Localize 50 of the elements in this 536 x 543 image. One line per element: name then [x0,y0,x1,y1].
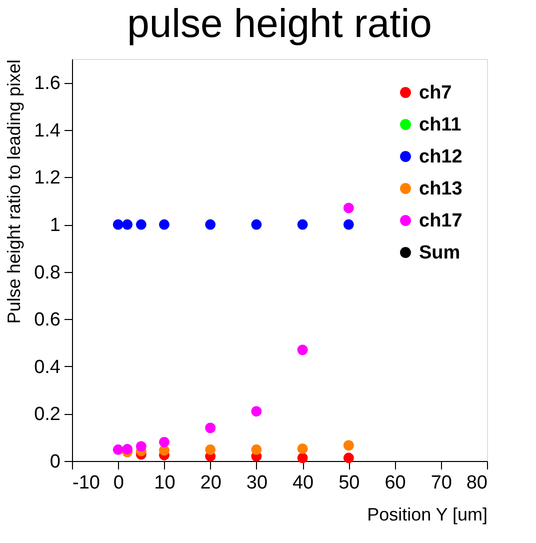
legend-label: Sum [419,242,460,264]
x-tick-label: 10 [154,472,176,494]
point [205,444,216,455]
point [205,422,216,434]
x-tick-label: 50 [338,472,360,494]
y-axis-title: Pulse height ratio to leading pixel [4,60,24,324]
point [158,436,170,448]
y-tick-label: 0.4 [34,356,61,378]
point [122,219,133,230]
point [297,452,308,464]
y-tick-label: 0.2 [34,404,60,426]
point [122,444,133,454]
x-tick-label: 60 [384,472,406,494]
legend-label: ch7 [419,82,452,104]
y-tick-label: 1.2 [34,168,60,189]
y-tick-label: 0.8 [34,262,60,284]
point [297,219,308,230]
point [158,219,170,230]
legend-label: ch12 [419,146,462,168]
point [343,219,354,230]
legend-label: ch11 [419,114,462,136]
point [251,219,262,230]
point [343,202,354,214]
chart-title: pulse height ratio [127,2,432,46]
point [136,219,146,230]
point [136,441,146,452]
point [343,452,354,464]
y-tick-label: 0 [50,452,60,472]
legend-label: ch13 [419,178,462,200]
x-tick-label: -10 [72,472,100,494]
x-tick-label: 80 [466,472,488,494]
x-axis-title: Position Y [um] [367,504,488,524]
point [343,440,354,451]
x-tick-label: 40 [292,472,314,494]
x-tick-label: 20 [200,472,222,494]
x-tick-label: 70 [430,472,452,494]
legend-label: ch17 [419,210,462,232]
x-tick-label: 0 [113,472,124,494]
x-tick-label: 30 [246,472,268,494]
point [297,443,308,454]
point [251,406,262,417]
point [205,219,216,230]
point [297,344,308,356]
point [251,444,262,455]
y-tick-label: 0.6 [34,310,60,331]
y-tick-label: 1 [50,215,60,236]
point [112,219,124,230]
y-tick-label: 1.6 [34,73,60,94]
point [112,444,124,455]
y-tick-label: 1.4 [34,120,61,142]
